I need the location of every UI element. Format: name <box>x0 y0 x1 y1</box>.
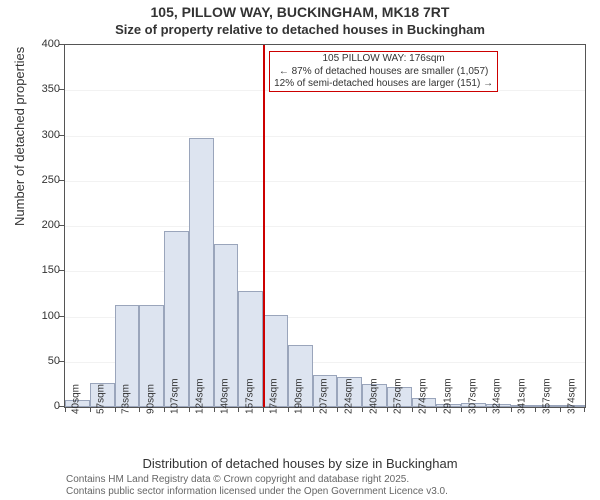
xtick-mark <box>535 407 536 412</box>
xtick-mark <box>139 407 140 412</box>
xtick-mark <box>238 407 239 412</box>
xtick-mark <box>337 407 338 412</box>
annotation-line2: ← 87% of detached houses are smaller (1,… <box>274 66 493 79</box>
xtick-mark <box>584 407 585 412</box>
xtick-mark <box>436 407 437 412</box>
xtick-mark <box>65 407 66 412</box>
ytick-label: 0 <box>24 400 60 412</box>
ytick-label: 150 <box>24 264 60 276</box>
chart-title-address: 105, PILLOW WAY, BUCKINGHAM, MK18 7RT <box>0 4 600 20</box>
xtick-mark <box>313 407 314 412</box>
annotation-box: 105 PILLOW WAY: 176sqm← 87% of detached … <box>269 51 498 92</box>
marker-line <box>263 45 265 407</box>
ytick-label: 300 <box>24 129 60 141</box>
ytick-label: 400 <box>24 38 60 50</box>
gridline <box>65 136 585 137</box>
histogram-bar <box>189 138 214 407</box>
annotation-line3: 12% of semi-detached houses are larger (… <box>274 78 493 91</box>
annotation-line1: 105 PILLOW WAY: 176sqm <box>274 53 493 66</box>
xtick-mark <box>387 407 388 412</box>
xtick-mark <box>412 407 413 412</box>
xtick-mark <box>461 407 462 412</box>
ytick-label: 100 <box>24 310 60 322</box>
xtick-mark <box>115 407 116 412</box>
ytick-label: 200 <box>24 219 60 231</box>
xtick-mark <box>90 407 91 412</box>
xtick-mark <box>288 407 289 412</box>
xtick-mark <box>164 407 165 412</box>
xtick-mark <box>486 407 487 412</box>
ytick-label: 250 <box>24 174 60 186</box>
gridline <box>65 226 585 227</box>
xtick-mark <box>189 407 190 412</box>
footer-text-2: Contains public sector information licen… <box>66 486 448 497</box>
xtick-mark <box>214 407 215 412</box>
gridline <box>65 181 585 182</box>
ytick-label: 50 <box>24 355 60 367</box>
plot-area: 105 PILLOW WAY: 176sqm← 87% of detached … <box>64 44 586 408</box>
xtick-mark <box>263 407 264 412</box>
xtick-mark <box>560 407 561 412</box>
x-axis-label: Distribution of detached houses by size … <box>0 456 600 471</box>
xtick-mark <box>511 407 512 412</box>
footer-text-1: Contains HM Land Registry data © Crown c… <box>66 474 409 485</box>
gridline <box>65 271 585 272</box>
chart-title-desc: Size of property relative to detached ho… <box>0 22 600 37</box>
xtick-mark <box>362 407 363 412</box>
ytick-label: 350 <box>24 83 60 95</box>
